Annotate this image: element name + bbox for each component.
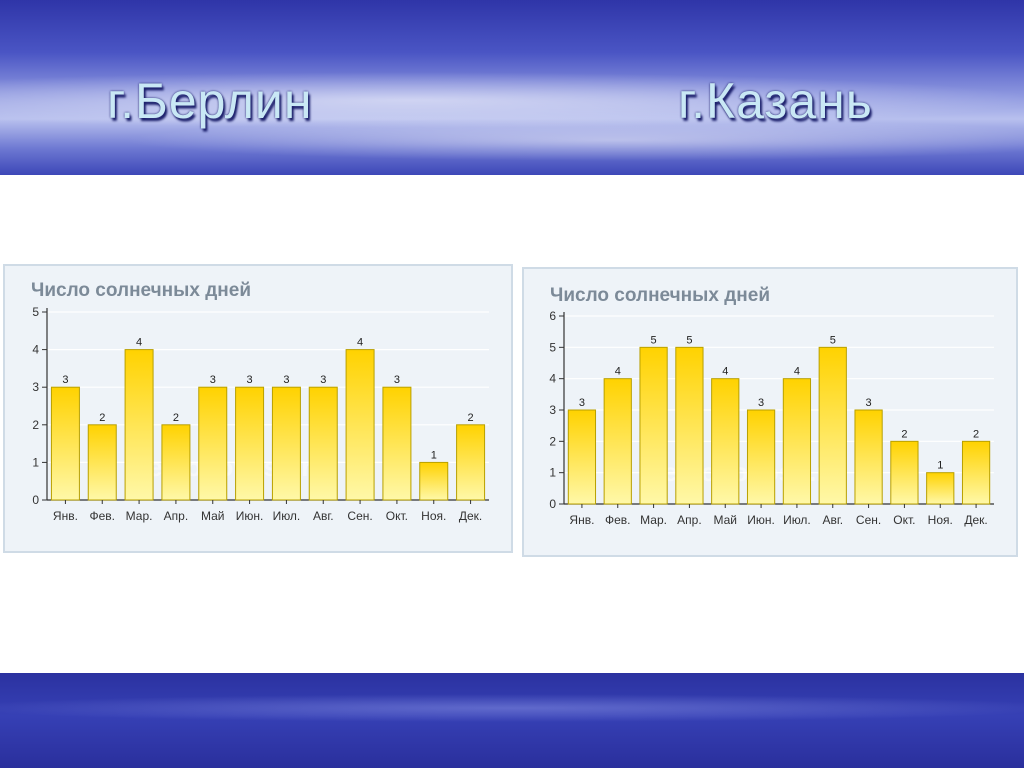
y-tick-label: 4 [32,343,39,357]
bar-value-label: 3 [866,397,872,409]
x-tick-label: Сен. [347,509,372,523]
y-tick-label: 2 [32,418,39,432]
city-title-kazan: г.Казань [678,73,873,129]
bar [124,349,154,501]
bar-value-label: 5 [830,334,836,346]
x-tick-label: Янв. [569,513,594,527]
chart-panel-berlin: Число солнечных днейmeteonovosti.ru01234… [3,264,513,553]
bar [961,440,991,505]
x-tick-label: Май [201,509,225,523]
bar-value-label: 2 [973,428,979,440]
bar [308,386,338,501]
x-tick-label: Авг. [313,509,334,523]
bar-value-label: 1 [431,449,437,461]
y-tick-label: 3 [32,380,39,394]
bar-value-label: 4 [615,366,621,378]
x-tick-label: Фев. [89,509,115,523]
bar [603,378,632,505]
bar-value-label: 2 [173,412,179,424]
bar-value-label: 4 [357,337,363,349]
x-tick-label: Окт. [386,509,408,523]
bar-value-label: 3 [758,397,764,409]
bar-value-label: 2 [901,428,907,440]
y-tick-label: 5 [549,340,556,354]
bar [782,378,812,505]
bar-value-label: 2 [468,412,474,424]
bar-value-label: 3 [62,374,68,386]
city-title-berlin: г.Берлин [107,73,313,129]
bar-value-label: 3 [283,374,289,386]
header-band [0,0,1024,175]
bar-value-label: 3 [394,374,400,386]
bar [675,346,704,505]
bar-value-label: 1 [937,460,943,472]
y-tick-label: 1 [549,466,556,480]
y-tick-label: 2 [549,434,556,448]
chart-panel-kazan: Число солнечных дней meteonovosti.ru 0 1 2 3 4… [522,267,1018,557]
bar-value-label: 4 [136,337,142,349]
x-tick-label: Ноя. [421,509,446,523]
bar [50,386,80,501]
x-tick-label: Май [713,513,737,527]
bar [456,424,486,501]
x-tick-label: Апр. [164,509,189,523]
x-tick-label: Апр. [677,513,702,527]
bar [711,378,740,505]
bar-value-label: 5 [686,334,692,346]
x-tick-label: Ноя. [928,513,953,527]
bar [271,386,301,501]
bar-value-label: 2 [99,412,105,424]
x-tick-label: Окт. [893,513,915,527]
x-tick-label: Июл. [273,509,301,523]
y-tick-label: 5 [32,305,39,319]
bar [235,386,265,501]
x-tick-label: Мар. [126,509,153,523]
x-tick-label: Дек. [964,513,987,527]
x-tick-label: Июн. [236,509,264,523]
bar [87,424,117,501]
bar [198,386,228,501]
chart-title: Число солнечных дней [31,280,251,301]
bar-value-label: 3 [247,374,253,386]
chart-kazan: Число солнечных дней meteonovosti.ru 0 1 2 3 4… [549,285,994,527]
y-tick-label: 1 [32,455,39,469]
x-tick-label: Июн. [747,513,775,527]
watermark: meteonovosti.ru [640,457,842,487]
x-tick-label: Авг. [822,513,843,527]
x-tick-label: Мар. [640,513,667,527]
bar-value-label: 3 [320,374,326,386]
bar [890,440,919,505]
bar-value-label: 3 [579,397,585,409]
y-tick-label: 0 [32,493,39,507]
bar [639,346,668,505]
y-tick-label: 4 [549,372,556,386]
y-tick-label: 3 [549,403,556,417]
bar-value-label: 4 [794,366,800,378]
chart-berlin: Число солнечных днейmeteonovosti.ru01234… [31,280,489,523]
bar-value-label: 5 [651,334,657,346]
bar-value-label: 3 [210,374,216,386]
bar [567,409,597,505]
x-tick-label: Фев. [605,513,631,527]
y-tick-label: 0 [549,497,556,511]
footer-band [0,673,1024,768]
bar [382,386,412,501]
bar [926,472,955,505]
bar [345,349,375,501]
bar [746,409,776,505]
x-tick-label: Дек. [459,509,482,523]
bar [419,461,449,501]
y-tick-label: 6 [549,309,556,323]
x-tick-label: Янв. [53,509,78,523]
bar [161,424,191,501]
bar [818,346,847,505]
x-tick-label: Сен. [856,513,881,527]
x-tick-label: Июл. [783,513,811,527]
bar [854,409,883,505]
chart-title: Число солнечных дней [550,285,770,306]
bar-value-label: 4 [722,366,728,378]
